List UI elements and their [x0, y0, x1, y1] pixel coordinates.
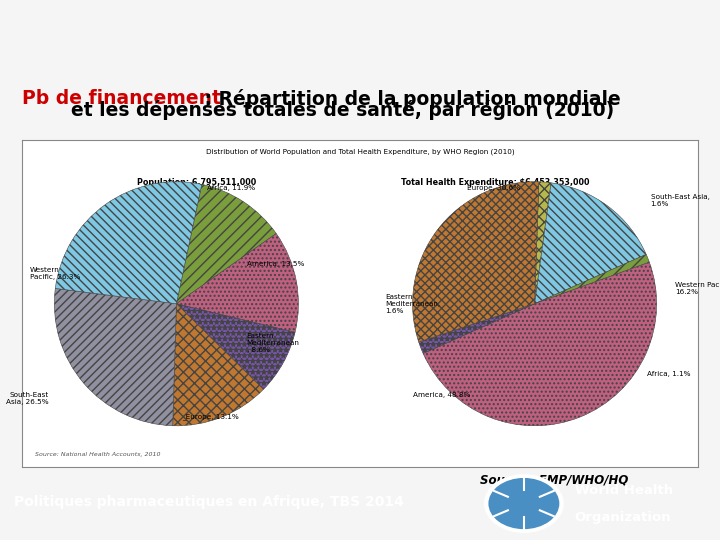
Wedge shape — [176, 303, 295, 389]
Text: Western Pacific,
16.2%: Western Pacific, 16.2% — [675, 282, 720, 295]
Text: America, 48.8%: America, 48.8% — [413, 392, 470, 399]
Text: et les dépenses totales de santé, par région (2010): et les dépenses totales de santé, par ré… — [58, 99, 614, 119]
Text: Distribution of World Population and Total Health Expenditure, by WHO Region (20: Distribution of World Population and Tot… — [206, 148, 514, 155]
Text: World Health: World Health — [575, 483, 672, 497]
Text: South-East
Asia, 26.5%: South-East Asia, 26.5% — [6, 392, 48, 405]
Wedge shape — [534, 183, 647, 303]
Circle shape — [488, 477, 559, 530]
Text: Organization: Organization — [575, 510, 671, 524]
Wedge shape — [413, 182, 539, 342]
Text: Eastern
Mediterranean
, 8.6%: Eastern Mediterranean , 8.6% — [246, 333, 300, 353]
Text: Politiques pharmaceutiques en Afrique, TBS 2014: Politiques pharmaceutiques en Afrique, T… — [14, 495, 404, 509]
Text: Total Health Expenditure: $6,453,353,000: Total Health Expenditure: $6,453,353,000 — [400, 178, 589, 187]
Text: _Europe, 13.1%: _Europe, 13.1% — [182, 413, 239, 420]
Wedge shape — [173, 303, 264, 426]
Wedge shape — [534, 182, 551, 303]
Text: Source: National Health Accounts, 2010: Source: National Health Accounts, 2010 — [35, 453, 161, 457]
Text: America, 13.5%: America, 13.5% — [246, 261, 304, 267]
Circle shape — [485, 475, 563, 532]
Wedge shape — [534, 254, 649, 303]
Text: Africa, 1.1%: Africa, 1.1% — [647, 371, 691, 377]
Wedge shape — [176, 184, 276, 303]
Text: : Répartition de la population mondiale: : Répartition de la population mondiale — [198, 89, 621, 109]
Text: Source : EMP/WHO/HQ: Source : EMP/WHO/HQ — [480, 474, 629, 487]
Text: Africa, 11.9%: Africa, 11.9% — [207, 185, 255, 191]
Wedge shape — [419, 303, 534, 354]
Text: South-East Asia,
1.6%: South-East Asia, 1.6% — [651, 193, 709, 206]
Wedge shape — [55, 288, 176, 426]
Text: Population: 6,795,511,000: Population: 6,795,511,000 — [137, 178, 256, 187]
Wedge shape — [423, 262, 657, 426]
Text: Pb de financement: Pb de financement — [22, 89, 220, 109]
Text: Eastern
Mediterranean,
1.6%: Eastern Mediterranean, 1.6% — [385, 294, 440, 314]
Text: Europe, 30.6%: Europe, 30.6% — [467, 185, 521, 191]
Text: Western
Pacific, 26.3%: Western Pacific, 26.3% — [30, 267, 81, 280]
Wedge shape — [55, 182, 202, 303]
Wedge shape — [176, 233, 298, 332]
